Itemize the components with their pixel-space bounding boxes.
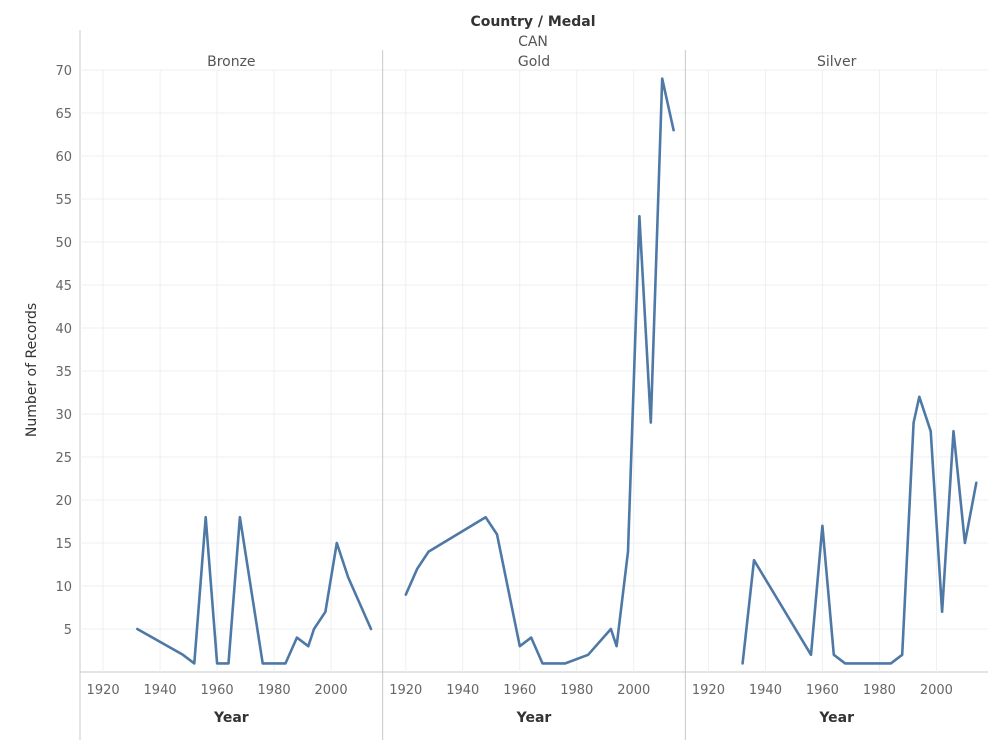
series-line-gold [404,77,675,665]
x-tick-label: 2000 [617,683,650,698]
x-tick-label: 1960 [503,683,536,698]
panel-header-label: Bronze [207,54,255,70]
panel-gold: Gold 1920 1940 1960 1980 2000 Year [382,50,675,740]
y-tick-label: 60 [55,150,72,165]
y-tick-label: 50 [55,236,72,251]
y-tick-label: 45 [55,279,72,294]
x-axis-title: Year [516,710,552,726]
y-tick-label: 25 [55,451,72,466]
gridlines [80,69,988,630]
y-tick-label: 55 [55,193,72,208]
panel-header-label: Silver [817,54,857,70]
y-tick-label: 10 [55,580,72,595]
panels: Bronze 1920 1940 1960 1980 2000 Year Gold 1920 19… [87,50,978,740]
y-tick-label: 35 [55,365,72,380]
country-label: CAN [518,34,548,50]
y-tick-label: 20 [55,494,72,509]
y-tick-label: 65 [55,107,72,122]
x-tick-label: 1940 [749,683,782,698]
x-tick-label: 2000 [315,683,348,698]
x-tick-label: 1920 [692,683,725,698]
x-tick-label: 1940 [144,683,177,698]
series-line-bronze [136,515,373,665]
panel-silver: Silver 1920 1940 1960 1980 2000 Year [684,50,978,740]
panel-bronze: Bronze 1920 1940 1960 1980 2000 Year [87,54,373,726]
x-tick-label: 1980 [863,683,896,698]
chart-title: Country / Medal [470,14,595,30]
chart-frame [79,30,988,740]
y-tick-label: 40 [55,322,72,337]
y-tick-label: 70 [55,64,72,79]
panel-header-label: Gold [518,54,550,70]
y-axis-title: Number of Records [24,303,40,437]
x-axis-title: Year [213,710,249,726]
x-tick-label: 2000 [920,683,953,698]
x-tick-label: 1920 [389,683,422,698]
x-axis-title: Year [818,710,854,726]
x-tick-label: 1960 [806,683,839,698]
y-axis-ticks: 5 10 15 20 25 30 35 40 45 50 55 60 65 70 [55,64,72,638]
x-tick-label: 1960 [201,683,234,698]
series-line-silver [741,395,978,665]
x-tick-label: 1980 [258,683,291,698]
y-tick-label: 5 [64,623,72,638]
y-tick-label: 15 [55,537,72,552]
x-tick-label: 1920 [87,683,120,698]
x-tick-label: 1980 [560,683,593,698]
x-tick-label: 1940 [446,683,479,698]
y-tick-label: 30 [55,408,72,423]
